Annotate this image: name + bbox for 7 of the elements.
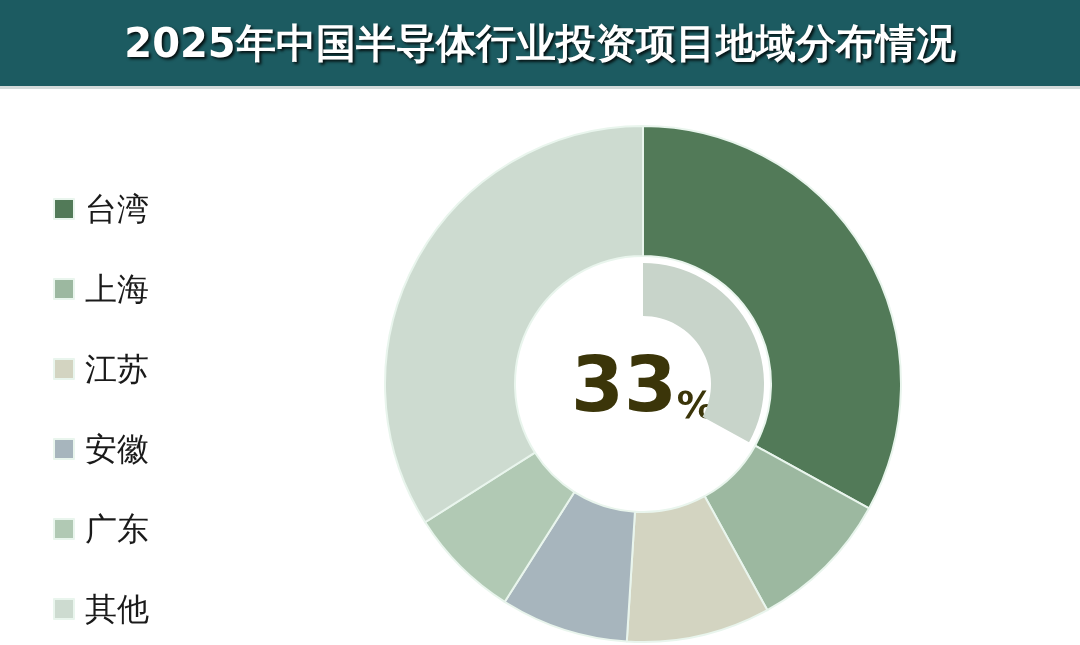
legend-label: 江苏 [85,350,149,388]
legend-label: 其他 [85,590,149,628]
chart-title: 2025年中国半导体行业投资项目地域分布情况 [124,18,956,68]
legend-label: 台湾 [85,190,149,228]
legend-label: 广东 [85,510,149,548]
legend-label: 安徽 [85,430,149,468]
legend-label: 上海 [85,270,149,308]
